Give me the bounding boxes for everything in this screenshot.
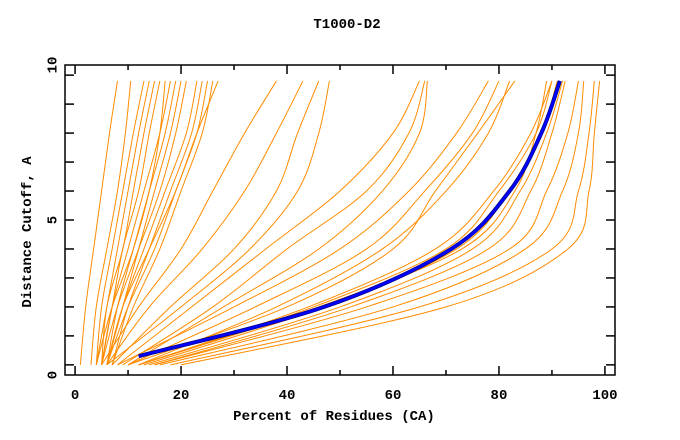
- model-curve-17: [101, 80, 277, 366]
- model-curve-26: [138, 80, 511, 366]
- axes-layer: 0 20 40 60 80 100 0 5 10: [46, 57, 618, 404]
- x-tick-label: 100: [592, 388, 617, 404]
- model-curve-35: [159, 80, 585, 366]
- model-curve-19: [111, 80, 320, 366]
- model-curve-15: [106, 80, 219, 365]
- model-curve-18: [106, 80, 304, 366]
- model-curve-11: [106, 80, 198, 365]
- curves-layer: [79, 80, 601, 366]
- model-curve-21: [117, 80, 420, 366]
- x-tick-label: 80: [491, 388, 508, 404]
- model-curve-33: [154, 80, 566, 366]
- model-curve-16: [95, 80, 166, 365]
- x-tick-label: 40: [279, 388, 296, 404]
- model-curve-36: [170, 80, 595, 366]
- y-tick-label: 0: [46, 371, 62, 379]
- model-curve-24: [117, 80, 489, 366]
- model-curve-10: [101, 80, 187, 365]
- plot-frame: [64, 64, 616, 376]
- model-curve-23: [127, 80, 428, 366]
- chart-title: T1000-D2: [313, 17, 380, 33]
- y-tick-label: 5: [46, 216, 62, 224]
- model-curve-14: [111, 80, 214, 366]
- model-curve-25: [127, 80, 500, 366]
- model-curve-2: [90, 80, 132, 365]
- y-tick-label: 10: [46, 57, 62, 74]
- highlight-curve: [138, 80, 562, 358]
- model-curve-20: [106, 80, 330, 366]
- model-curve-5: [101, 80, 156, 365]
- model-curve-37: [180, 80, 601, 366]
- y-axis-label: Distance Cutoff, A: [20, 156, 36, 308]
- model-curve-1: [79, 80, 118, 365]
- x-tick-label: 0: [71, 388, 79, 404]
- model-curve-6: [101, 80, 161, 365]
- model-curve-31: [149, 80, 564, 366]
- model-curve-13: [106, 80, 209, 366]
- x-tick-label: 20: [173, 388, 190, 404]
- x-axis-label: Percent of Residues (CA): [233, 409, 435, 425]
- model-curve-22: [122, 80, 426, 366]
- model-curve-3: [95, 80, 145, 365]
- model-curve-34: [154, 80, 579, 366]
- x-tick-label: 60: [385, 388, 402, 404]
- model-curve-27: [127, 80, 516, 366]
